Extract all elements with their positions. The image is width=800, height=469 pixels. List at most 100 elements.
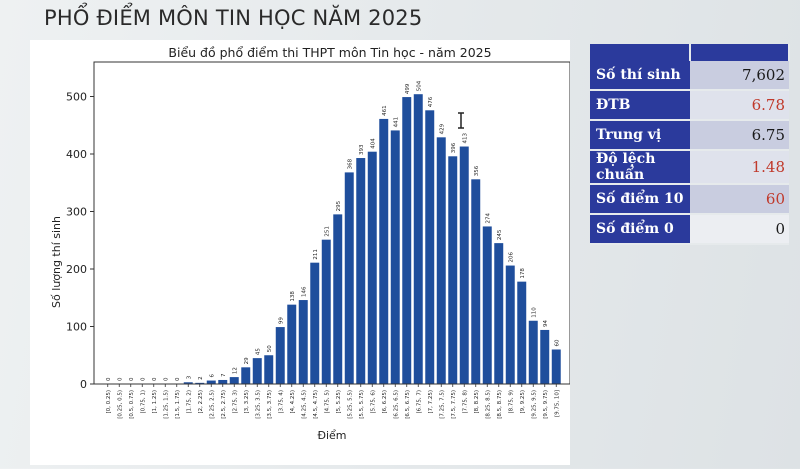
bar-value-label: 206 — [508, 252, 514, 263]
bar-value-label: 461 — [382, 105, 388, 116]
bar-value-label: 7 — [221, 373, 227, 377]
histogram-bar — [218, 379, 228, 384]
x-tick-label: [2.5, 2.75) — [221, 390, 227, 419]
x-tick-label: [6.5, 6.75) — [405, 390, 411, 419]
label-layer: 0 0 0 0 0 0 0 3 2 6 7 12 29 45 50 99 138 146 211 251 295 368 3… — [106, 80, 561, 381]
x-tick-label: [1, 1.25) — [152, 390, 158, 414]
x-tick-label: [1.25, 1.5) — [163, 390, 169, 419]
bar-value-label: 94 — [543, 319, 549, 326]
bar-value-label: 368 — [347, 158, 353, 169]
x-tick-label: [8.25, 8.5) — [485, 390, 491, 419]
bar-value-label: 356 — [474, 165, 480, 176]
x-tick-label: [8.75, 9) — [508, 390, 514, 414]
x-tick-label: [7.75, 8) — [462, 390, 468, 414]
histogram-bar — [229, 377, 239, 384]
bar-value-label: 45 — [255, 348, 261, 355]
x-tick-label: [9.25, 9.5) — [531, 390, 537, 419]
x-tick-label: [5.75, 6) — [370, 390, 376, 414]
x-tick-label: [9.75, 10] — [554, 390, 560, 417]
stats-row: Độ lệch chuẩn 1.48 — [590, 150, 789, 185]
stats-value: 0 — [689, 214, 789, 245]
x-tick-label: [0.25, 0.5) — [117, 390, 123, 419]
y-tick-label: 300 — [66, 206, 87, 219]
y-tick-label: 200 — [66, 263, 87, 276]
histogram-bar — [528, 320, 538, 384]
histogram-bar — [459, 146, 469, 384]
bar-value-label: 393 — [359, 144, 365, 155]
x-tick-label: [1.75, 2) — [186, 390, 192, 414]
x-tick-label: [8.5, 8.75) — [497, 390, 503, 419]
x-tick-label: [4.75, 5) — [324, 390, 330, 414]
bar-value-label: 476 — [428, 96, 434, 107]
bar-value-label: 0 — [152, 377, 158, 381]
histogram-bar — [425, 110, 435, 385]
x-tick-label: [5.5, 5.75) — [359, 390, 365, 419]
bar-value-label: 12 — [232, 367, 238, 374]
histogram-bar — [379, 118, 389, 385]
bar-value-label: 60 — [554, 339, 560, 346]
bar-value-label: 178 — [520, 268, 526, 279]
y-tick-label: 0 — [80, 378, 87, 391]
y-tick-label: 400 — [66, 148, 87, 161]
histogram-bar — [471, 179, 481, 384]
x-tick-label: [7, 7.25) — [428, 390, 434, 414]
x-tick-label: [6.25, 6.5) — [393, 390, 399, 419]
bar-value-label: 245 — [497, 229, 503, 240]
x-tick-label: [0, 0.25) — [106, 390, 112, 414]
histogram-bar — [321, 239, 331, 384]
bar-value-label: 396 — [451, 142, 457, 153]
x-tick-label: [8, 8.25) — [474, 390, 480, 414]
histogram-bar — [344, 172, 354, 384]
y-tick-label: 500 — [66, 91, 87, 104]
x-tick-label: [6, 6.25) — [382, 390, 388, 414]
bar-value-label: 211 — [313, 249, 319, 259]
bar-value-label: 0 — [163, 377, 169, 381]
bar-value-label: 295 — [336, 200, 342, 211]
x-tick-label: [2.75, 3) — [232, 390, 238, 414]
chart-svg: Biểu đồ phổ điểm thi THPT môn Tin học - … — [30, 40, 571, 465]
bar-value-label: 3 — [186, 375, 192, 379]
x-axis-label: Điểm — [317, 429, 346, 442]
x-tick-label: [2, 2.25) — [198, 390, 204, 414]
bar-value-label: 99 — [278, 317, 284, 324]
bar-value-label: 504 — [416, 80, 422, 91]
stats-label: Số điểm 10 — [590, 184, 690, 215]
stats-label: Độ lệch chuẩn — [590, 150, 690, 185]
histogram-bar — [390, 130, 400, 384]
bar-value-label: 29 — [244, 357, 250, 364]
y-axis-label: Số lượng thí sinh — [50, 216, 63, 308]
histogram-chart: Biểu đồ phổ điểm thi THPT môn Tin học - … — [30, 40, 571, 465]
stats-header-left — [590, 44, 691, 61]
x-tick-label: [1.5, 1.75) — [175, 390, 181, 419]
bar-value-label: 499 — [405, 83, 411, 94]
histogram-bar — [517, 281, 527, 384]
histogram-bar — [264, 355, 274, 384]
bar-value-label: 146 — [301, 286, 307, 297]
histogram-bar — [195, 382, 205, 384]
bar-layer — [183, 94, 561, 385]
histogram-bar — [482, 226, 492, 384]
stats-row: Số thí sinh 7,602 — [590, 61, 789, 91]
x-tick-label: [0.5, 0.75) — [129, 390, 135, 419]
x-tick-label: [6.75, 7) — [416, 390, 422, 414]
stats-label: Số điểm 0 — [590, 214, 690, 245]
stats-label: ĐTB — [590, 90, 690, 121]
histogram-bar — [356, 158, 366, 384]
stats-header-row — [590, 44, 790, 61]
text-cursor-icon — [458, 112, 464, 129]
stats-value: 6.75 — [689, 120, 789, 151]
stats-row: Số điểm 10 60 — [590, 184, 789, 215]
stats-value: 7,602 — [689, 61, 789, 91]
x-tick-label: [2.25, 2.5) — [209, 390, 215, 419]
bar-value-label: 251 — [324, 226, 330, 237]
bar-value-label: 6 — [209, 374, 215, 378]
stats-value: 6.78 — [689, 90, 789, 121]
bar-value-label: 413 — [462, 133, 468, 144]
y-tick-label: 100 — [66, 321, 87, 334]
histogram-bar — [402, 97, 412, 384]
x-tick-label: [9, 9.25) — [520, 390, 526, 414]
histogram-bar — [310, 262, 320, 384]
bar-value-label: 429 — [439, 123, 445, 134]
